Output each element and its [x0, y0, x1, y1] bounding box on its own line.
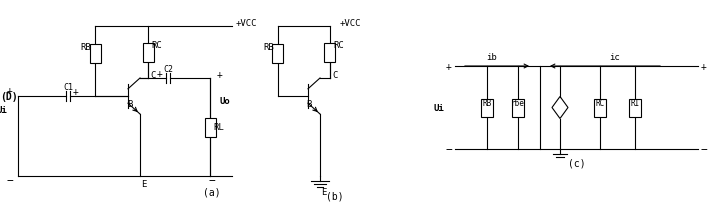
Text: −: −	[209, 175, 215, 185]
Text: (D): (D)	[0, 92, 18, 102]
Text: RC: RC	[333, 41, 344, 50]
Bar	[324, 43, 336, 62]
Text: Uo: Uo	[219, 97, 230, 106]
Text: +VCC: +VCC	[235, 18, 257, 27]
Text: C2: C2	[163, 65, 173, 74]
Text: B: B	[307, 100, 312, 109]
Text: (b): (b)	[326, 191, 344, 201]
Text: RI: RI	[630, 99, 639, 108]
Text: (a): (a)	[203, 187, 221, 197]
Text: RB: RB	[81, 42, 91, 51]
Bar	[512, 99, 524, 117]
Text: −: −	[6, 175, 13, 185]
Text: +: +	[217, 70, 223, 80]
Bar	[481, 99, 493, 117]
Text: RB: RB	[263, 42, 275, 51]
Text: C: C	[150, 70, 156, 79]
Text: C1: C1	[63, 83, 73, 92]
Bar	[142, 43, 154, 62]
Bar	[629, 99, 641, 117]
Text: Ui: Ui	[0, 106, 7, 115]
Text: RC: RC	[152, 41, 162, 50]
Bar	[273, 44, 283, 63]
Text: +: +	[157, 69, 163, 79]
Text: (c): (c)	[568, 158, 586, 168]
Text: E: E	[142, 180, 147, 188]
Text: +: +	[73, 86, 79, 96]
Text: +: +	[7, 86, 13, 95]
Text: +VCC: +VCC	[339, 18, 361, 27]
Bar	[594, 99, 606, 117]
Text: B: B	[127, 100, 132, 109]
Text: +: +	[446, 62, 452, 72]
Text: Ui: Ui	[433, 103, 445, 112]
Text: RC: RC	[595, 99, 605, 108]
Text: +: +	[701, 62, 707, 72]
Text: −: −	[701, 144, 707, 154]
Text: RL: RL	[214, 123, 224, 132]
Text: rbe: rbe	[511, 99, 525, 108]
Bar	[205, 118, 215, 137]
Text: RB: RB	[482, 99, 491, 108]
Text: −: −	[445, 144, 452, 154]
Text: C: C	[332, 70, 338, 79]
Text: E: E	[321, 188, 326, 196]
Text: ic: ic	[610, 53, 620, 62]
Text: ib: ib	[486, 53, 498, 62]
Bar	[89, 44, 101, 63]
